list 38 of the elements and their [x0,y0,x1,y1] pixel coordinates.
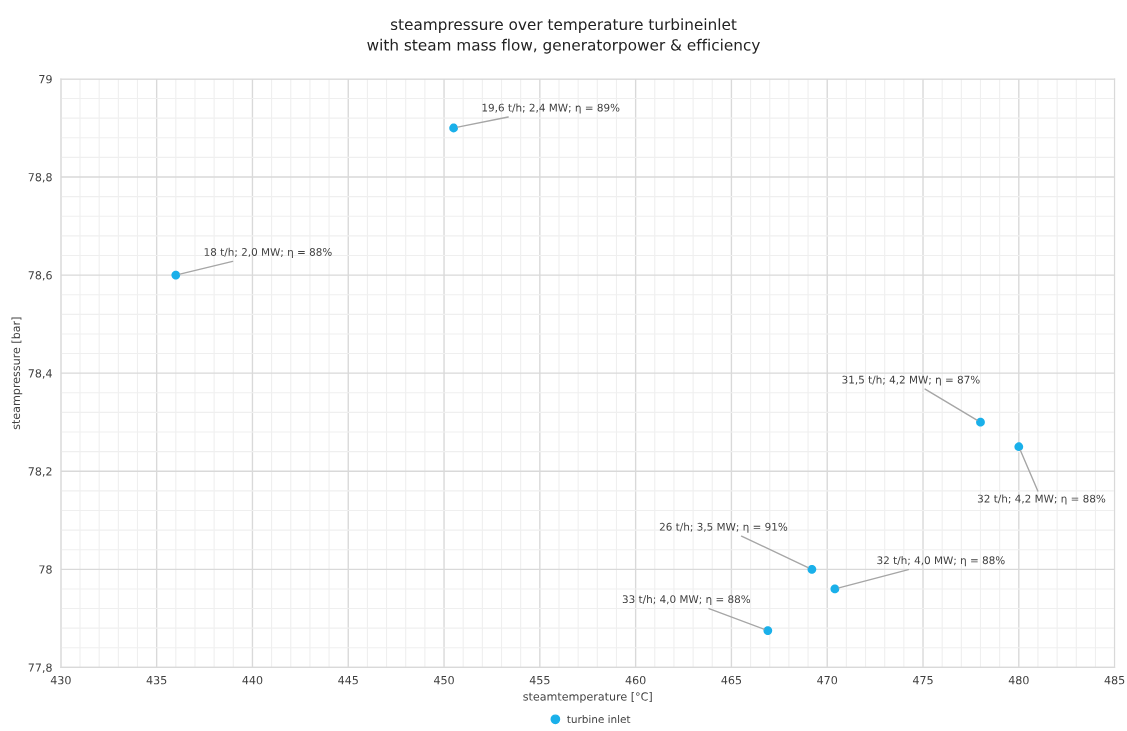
point [830,584,840,594]
annotation: 26 t/h; 3,5 MW; η = 91% [659,522,788,533]
x-tick-label: 465 [721,675,742,685]
y-tick-label: 78 [39,565,52,574]
y-tick-label: 78,2 [28,467,52,477]
x-tick-label: 480 [1008,675,1029,685]
annotation: 32 t/h; 4,0 MW; η = 88% [877,556,1005,567]
y-tick-label: 78,4 [28,369,52,379]
x-tick-label: 485 [1104,675,1125,685]
point [171,270,181,280]
point [807,564,817,574]
x-axis-title: steamtemperature [°C] [523,692,652,703]
point [1014,442,1024,452]
y-tick-label: 78,6 [28,271,52,281]
x-tick-label: 430 [50,675,71,685]
point [976,417,985,427]
annotation: 18 t/h; 2,0 MW; η = 88% [204,247,332,258]
legend-label: turbine inlet [567,715,631,724]
x-tick-label: 435 [146,675,167,685]
x-tick-label: 445 [338,676,358,685]
annotation: 32 t/h; 4,2 MW; η = 88% [977,494,1106,505]
y-tick-label: 77,8 [28,663,52,673]
chart-subtitle: with steam mass flow, generatorpower & efficiency [367,38,760,54]
point [449,123,459,133]
point [763,626,773,636]
x-tick-label: 450 [433,675,454,685]
annotation: 31,5 t/h; 4,2 MW; η = 87% [842,375,980,386]
annotation: 33 t/h; 4,0 MW; η = 88% [622,595,751,606]
x-tick-label: 475 [912,676,933,685]
y-tick-label: 79 [39,74,52,84]
y-axis-title: steampressure [bar] [11,317,23,430]
x-tick-label: 460 [625,675,646,685]
y-tick-label: 78,8 [28,173,52,183]
x-tick-label: 455 [529,676,550,685]
chart-title: steampressure over temperature turbineinlet [390,18,737,34]
x-tick-label: 470 [817,675,838,685]
x-tick-label: 440 [242,675,263,685]
annotation: 19,6 t/h; 2,4 MW; η = 89% [482,103,620,114]
